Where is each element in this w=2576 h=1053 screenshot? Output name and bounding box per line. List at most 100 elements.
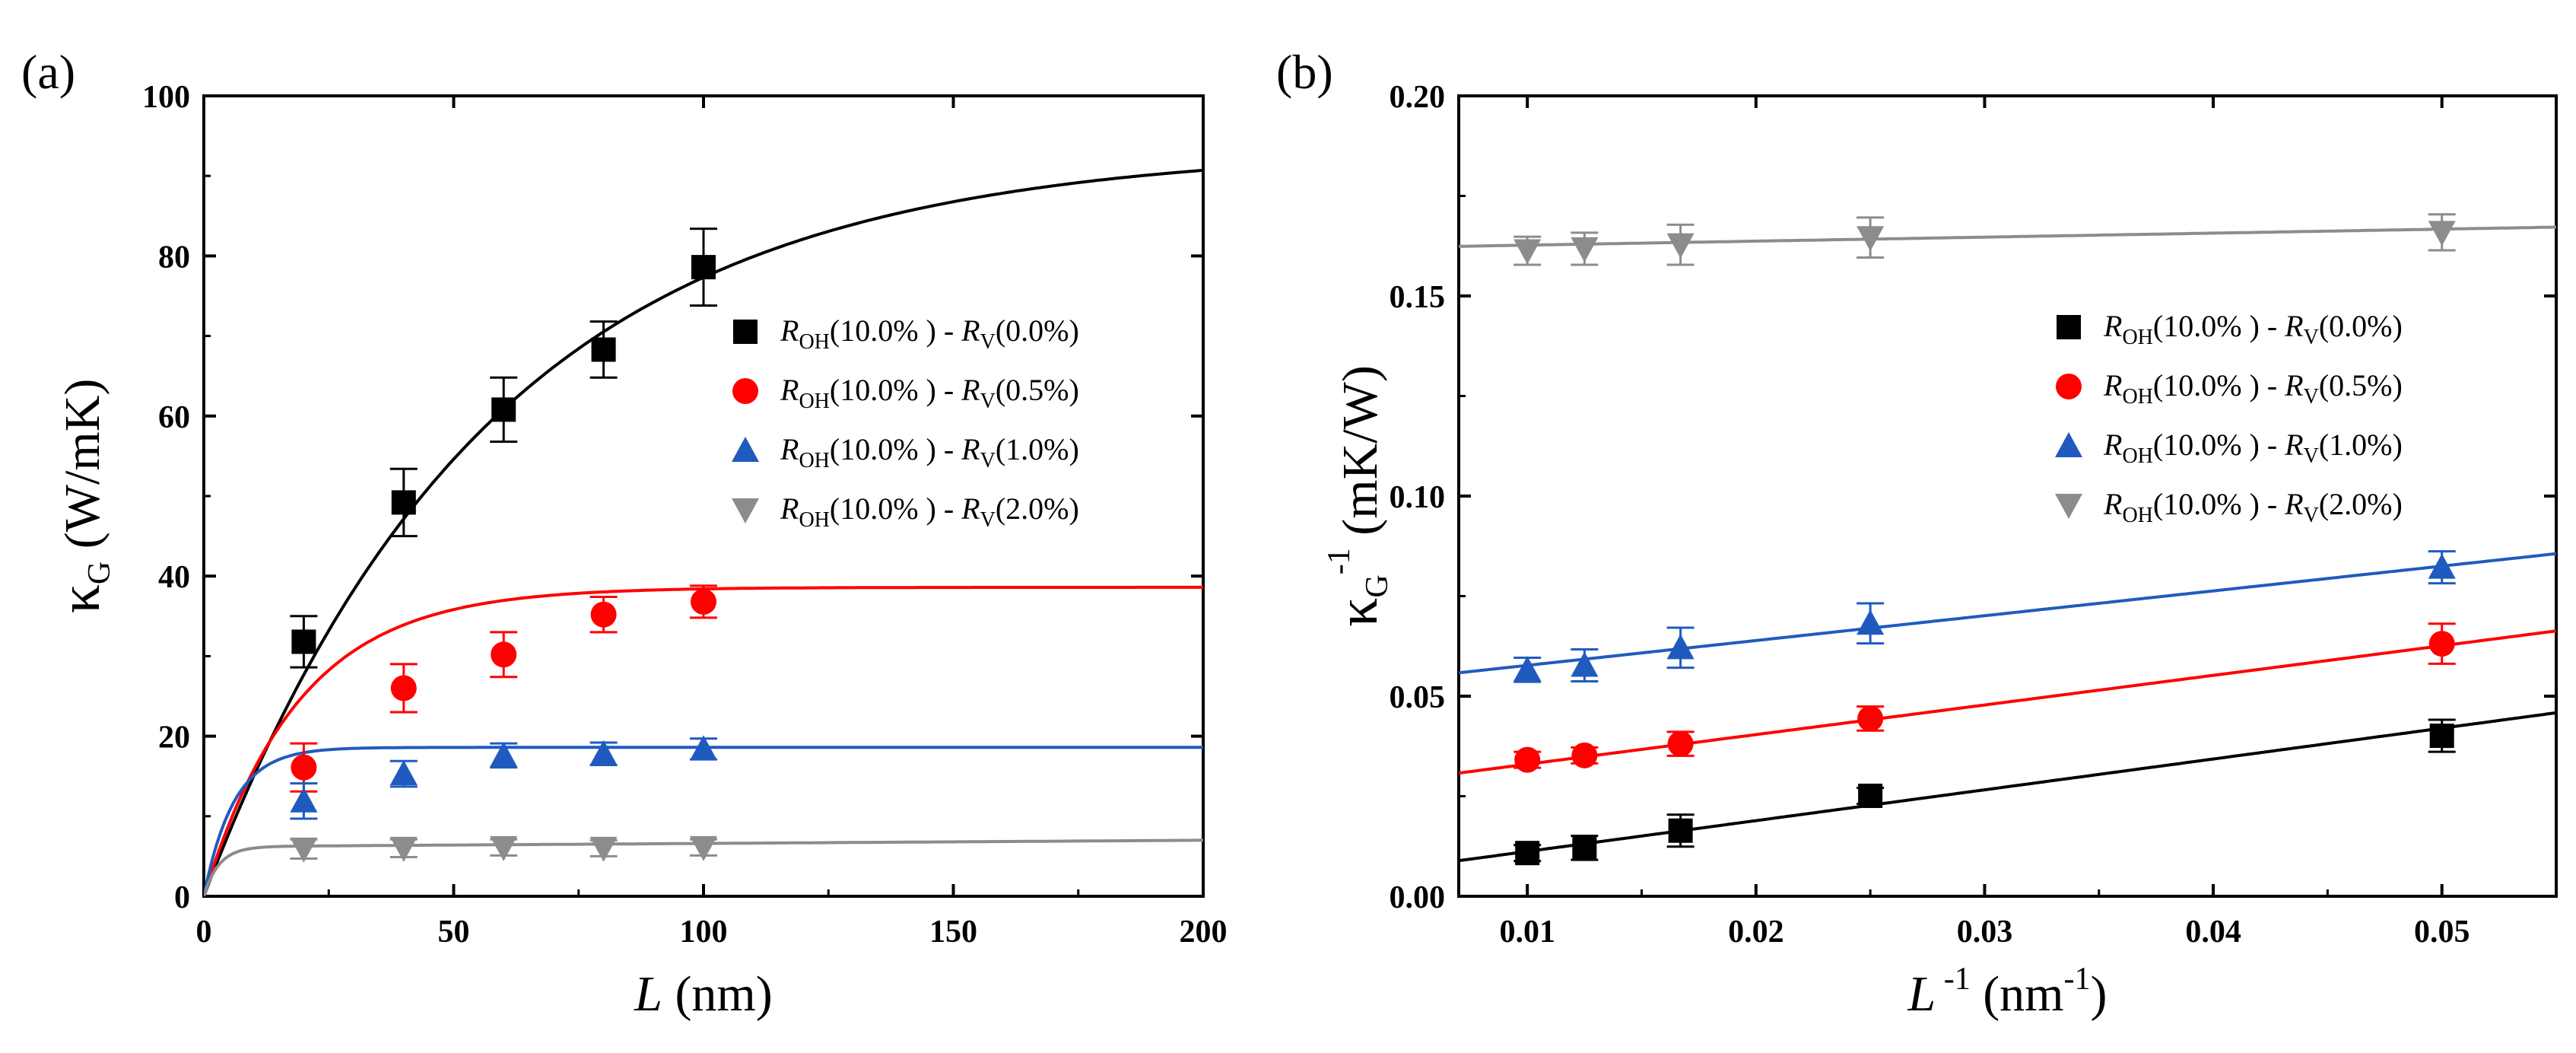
data-point: [290, 837, 318, 863]
x-tick-label: 0.05: [2414, 915, 2470, 950]
data-point: [1572, 835, 1597, 861]
x-tick-label: 150: [929, 915, 977, 950]
legend-entry: ROH(10.0% ) - RV(2.0%): [2103, 487, 2403, 527]
data-point: [490, 741, 518, 767]
legend: ROH(10.0% ) - RV(0.0%) ROH(10.0% ) - RV(0…: [2055, 309, 2403, 527]
series-points: [1514, 213, 2456, 266]
x-tick-label: 0: [196, 915, 212, 950]
y-tick-label: 0.10: [1390, 480, 1446, 515]
y-tick-label: 0.15: [1390, 280, 1446, 315]
data-point: [2428, 221, 2456, 247]
data-point: [1514, 746, 1541, 773]
data-point: [1571, 651, 1599, 677]
series-points: [1514, 622, 2456, 773]
fit-line: [1459, 552, 2556, 675]
data-point: [1666, 233, 1695, 259]
data-point: [1666, 634, 1695, 660]
series-points: [290, 735, 717, 820]
data-point: [391, 490, 416, 515]
data-point: [389, 760, 418, 786]
legend-entry: ROH(10.0% ) - RV(1.0%): [2103, 428, 2403, 468]
y-tick-label: 0: [174, 880, 190, 915]
data-point: [1667, 730, 1694, 757]
data-point: [691, 255, 716, 280]
panel-label: (b): [1276, 45, 1333, 99]
data-point: [1857, 609, 1885, 635]
legend-entry: ROH(10.0% ) - RV(0.0%): [2103, 309, 2403, 349]
series-points: [290, 584, 717, 793]
y-tick-label: 100: [142, 80, 190, 115]
legend-marker: [2057, 315, 2081, 339]
data-point: [690, 835, 717, 861]
x-tick-label: 0.01: [1499, 915, 1555, 950]
legend-entry: ROH(10.0% ) - RV(0.5%): [2103, 368, 2403, 409]
x-tick-label: 50: [438, 915, 470, 950]
data-point: [1571, 742, 1598, 768]
legend-marker: [732, 378, 758, 404]
data-point: [1668, 818, 1693, 843]
series-points: [290, 227, 717, 669]
legend-entry: ROH(10.0% ) - RV(0.5%): [780, 373, 1079, 413]
legend-entry: ROH(10.0% ) - RV(1.0%): [780, 432, 1079, 472]
panel-label: (a): [21, 45, 75, 99]
y-axis-label: κG-1 (mK/W): [1322, 365, 1395, 627]
data-point: [390, 675, 417, 701]
y-tick-label: 20: [158, 721, 190, 756]
data-point: [291, 629, 316, 654]
legend-marker: [733, 320, 758, 344]
legend-marker: [732, 437, 759, 462]
data-point: [290, 787, 318, 813]
legend-marker: [2055, 494, 2082, 519]
data-point: [389, 836, 418, 862]
fit-line: [1459, 225, 2556, 248]
legend-marker: [2055, 432, 2082, 457]
data-point: [590, 601, 617, 628]
data-point: [1858, 783, 1883, 808]
data-point: [491, 397, 516, 422]
x-tick-label: 200: [1180, 915, 1228, 950]
y-tick-label: 0.20: [1390, 80, 1446, 115]
fit-curves: [1459, 225, 2556, 863]
fit-line: [204, 746, 1203, 896]
data-point: [1515, 841, 1540, 866]
data-point: [589, 740, 618, 765]
data-point: [1857, 705, 1884, 732]
data-point: [1857, 226, 1885, 252]
y-tick-label: 80: [158, 240, 190, 275]
y-tick-label: 60: [158, 400, 190, 435]
fit-line: [1459, 629, 2556, 775]
legend-entry: ROH(10.0% ) - RV(2.0%): [780, 492, 1079, 532]
data-point: [2429, 724, 2454, 749]
x-tick-label: 100: [680, 915, 728, 950]
legend: ROH(10.0% ) - RV(0.0%) ROH(10.0% ) - RV(0…: [732, 313, 1079, 532]
y-tick-label: 40: [158, 560, 190, 595]
fit-line: [1459, 711, 2556, 863]
data-point: [589, 836, 618, 862]
panel-b: 0.01 0.02 0.03 0.04 0.05 0.00 0.05 0.10 0.15 0.20…: [1276, 45, 2558, 1022]
data-point: [591, 337, 616, 362]
data-point: [1514, 239, 1542, 265]
x-tick-label: 0.03: [1957, 915, 2013, 950]
y-tick-label: 0.00: [1390, 880, 1446, 915]
data-point: [490, 835, 518, 861]
series-points: [1514, 718, 2456, 866]
data-point: [291, 754, 317, 781]
data-point: [1514, 656, 1542, 682]
x-tick-label: 0.04: [2185, 915, 2241, 950]
data-point: [691, 588, 716, 615]
data-point: [2428, 553, 2456, 579]
x-axis-label: L (nm): [634, 966, 773, 1022]
panel-a: 0 50 100 150 200 0 20 40 60 80 100 ROH(10.0% ) - RV…: [21, 45, 1228, 1022]
data-point: [1571, 237, 1599, 262]
data-point: [2428, 631, 2455, 657]
y-axis-label: κG (W/mK): [48, 379, 117, 614]
x-tick-label: 0.02: [1728, 915, 1784, 950]
series-points: [1514, 550, 2456, 683]
y-tick-label: 0.05: [1390, 680, 1446, 715]
x-axis-label: L -1 (nm-1): [1907, 962, 2107, 1022]
data-point: [690, 735, 717, 761]
series-points: [290, 835, 717, 863]
data-point: [491, 641, 517, 668]
legend-entry: ROH(10.0% ) - RV(0.0%): [780, 313, 1079, 354]
